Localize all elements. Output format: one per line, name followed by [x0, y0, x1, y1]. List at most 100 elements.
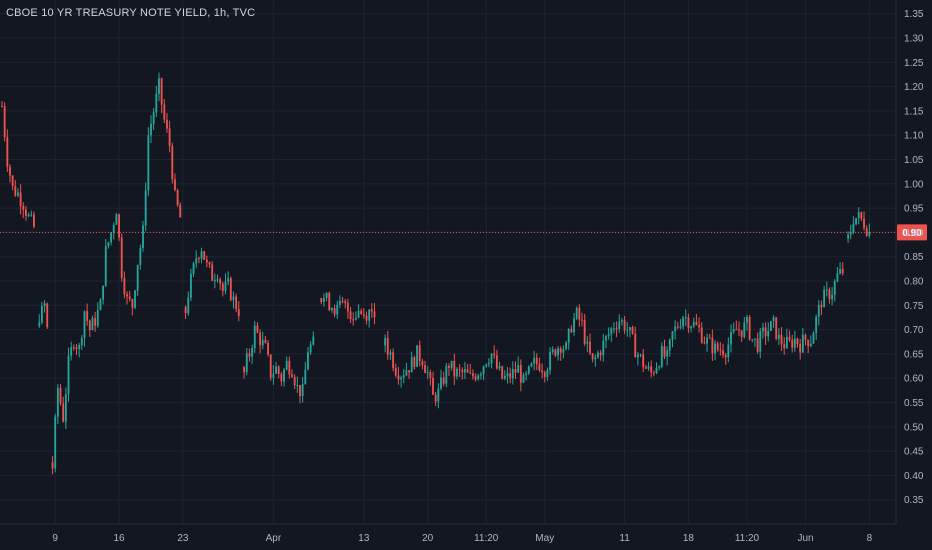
candle-down: [466, 369, 469, 373]
candle-down: [804, 334, 807, 340]
candle-down: [722, 350, 724, 356]
y-axis: 1.35 1.30 1.25 1.20 1.15 1.10 1.05 1.00 0.95 0.90…: [895, 0, 924, 524]
candle-down: [344, 301, 347, 303]
y-tick-label: 0.55: [904, 398, 924, 409]
candle-down: [820, 304, 823, 308]
candle-down: [735, 329, 738, 331]
last-price-line: 0.90: [0, 224, 927, 241]
candle-up: [312, 336, 315, 345]
candle-down: [841, 269, 844, 274]
candle-up: [525, 373, 528, 375]
candle-down: [3, 106, 6, 138]
candle-up: [112, 224, 115, 233]
candle-down: [51, 462, 54, 469]
candle-down: [514, 369, 517, 373]
candle-up: [110, 232, 113, 243]
candle-down: [299, 385, 301, 397]
candle-up: [136, 264, 139, 291]
candle-down: [650, 366, 653, 373]
candle-down: [429, 372, 432, 378]
candle-down: [652, 372, 655, 374]
y-tick-label: 0.80: [904, 277, 924, 288]
candle-down: [208, 262, 211, 265]
candle-down: [791, 340, 794, 348]
candle-up: [482, 366, 485, 375]
candle-up: [762, 327, 764, 332]
candle-down: [205, 259, 208, 263]
candle-up: [674, 326, 677, 332]
candle-up: [666, 350, 669, 357]
candle-up: [464, 369, 466, 373]
candle-up: [759, 331, 762, 352]
candle-up: [511, 369, 514, 379]
x-tick-label: 16: [114, 533, 126, 544]
candle-down: [807, 339, 810, 347]
candle-up: [809, 343, 812, 347]
candle-up: [192, 263, 195, 275]
y-tick-label: 0.65: [904, 349, 924, 360]
candle-up: [546, 370, 549, 377]
candle-up: [200, 251, 203, 259]
candle-down: [764, 327, 767, 337]
candle-up: [189, 274, 192, 298]
candle-up: [487, 363, 490, 365]
candle-down: [863, 218, 865, 229]
candle-up: [64, 394, 67, 422]
candle-up: [285, 360, 288, 370]
candle-down: [570, 328, 573, 333]
candle-down: [708, 337, 711, 339]
candle-down: [623, 320, 626, 331]
candle-up: [325, 292, 328, 299]
candle-up: [793, 338, 796, 348]
candle-down: [424, 365, 426, 373]
candle-up: [618, 321, 621, 330]
candle-up: [275, 366, 277, 374]
candle-up: [445, 365, 448, 384]
candle-up: [767, 330, 770, 337]
x-tick-label: 11:20: [735, 533, 760, 544]
candle-down: [687, 317, 690, 329]
candle-down: [578, 307, 581, 320]
candle-down: [541, 370, 544, 373]
candle-down: [538, 364, 541, 371]
candle-up: [309, 344, 312, 353]
candle-down: [174, 179, 176, 191]
candle-down: [738, 329, 740, 331]
candle-up: [17, 192, 19, 196]
candle-up: [304, 369, 307, 385]
candle-down: [163, 104, 166, 120]
candle-up: [727, 344, 730, 358]
y-tick-label: 1.25: [904, 58, 924, 69]
candle-down: [6, 137, 9, 167]
candle-down: [243, 367, 246, 373]
x-tick-label: 13: [358, 533, 370, 544]
candle-up: [195, 258, 198, 264]
candle-up: [522, 374, 525, 383]
candle-down: [828, 289, 831, 300]
candle-down: [288, 360, 291, 375]
candle-down: [469, 372, 472, 374]
candle-up: [477, 375, 480, 380]
candle-up: [690, 326, 693, 329]
candle-down: [599, 352, 602, 356]
candle-down: [458, 368, 461, 370]
candle-up: [823, 289, 826, 308]
candle-down: [120, 237, 123, 278]
candle-up: [836, 273, 839, 282]
candle-up: [338, 301, 341, 305]
candle-up: [54, 416, 57, 469]
candle-down: [346, 302, 349, 312]
candle-down: [219, 279, 222, 284]
candle-up: [227, 278, 230, 282]
candle-down: [413, 357, 416, 367]
candle-down: [373, 311, 376, 318]
candle-down: [559, 348, 562, 353]
x-tick-label: 11:20: [474, 533, 499, 544]
candle-up: [549, 351, 552, 371]
candle-up: [610, 328, 613, 335]
y-tick-label: 0.35: [904, 495, 924, 506]
candle-down: [554, 349, 557, 356]
candle-up: [639, 354, 642, 356]
